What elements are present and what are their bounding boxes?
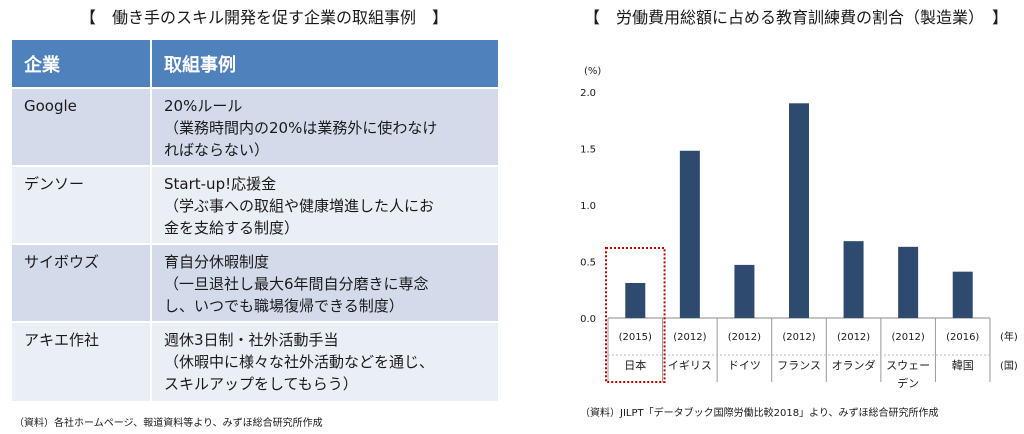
initiative-cell: 20%ルール （業務時間内の20%は業務外に使わなけ ればならない）: [151, 87, 498, 166]
initiative-cell: Start-up!応援金 （学ぶ事への取組や健康増進した人にお 金を支給する制度…: [151, 165, 498, 244]
initiative-line: （休暇中に様々な社外活動などを通じ、: [164, 353, 435, 371]
header-initiative: 取組事例: [151, 40, 498, 88]
y-tick-label: 0.5: [580, 258, 596, 269]
y-tick-label: 2.0: [580, 88, 596, 99]
initiative-line: 20%ルール: [164, 97, 243, 115]
company-cell: アキエ作社: [12, 321, 152, 401]
bar: [843, 241, 864, 318]
initiative-line: 育自分休暇制度: [164, 253, 270, 271]
y-tick-label: 0.0: [580, 314, 596, 325]
x-year-unit: (年): [1000, 330, 1018, 343]
x-country-label: オランダ: [832, 358, 876, 372]
bar: [952, 271, 973, 318]
company-cell: Google: [12, 87, 152, 166]
initiative-cell: 週休3日制・社外活動手当 （休暇中に様々な社外活動などを通じ、 スキルアップをし…: [151, 321, 498, 401]
highlight-box: [605, 246, 666, 383]
table-row: アキエ作社 週休3日制・社外活動手当 （休暇中に様々な社外活動などを通じ、 スキ…: [12, 321, 498, 401]
bar: [679, 150, 700, 318]
bar: [789, 103, 809, 318]
x-year-label: (2012): [782, 332, 815, 343]
initiative-line: （業務時間内の20%は業務外に使わなけ: [164, 119, 438, 137]
y-tick-label: 1.0: [580, 201, 596, 212]
table-row: デンソー Start-up!応援金 （学ぶ事への取組や健康増進した人にお 金を支…: [12, 165, 498, 244]
x-country-label: スウェー: [886, 359, 930, 372]
initiative-line: 金を支給する制度）: [164, 219, 300, 237]
company-cell: サイボウズ: [12, 243, 152, 322]
y-tick-label: 1.5: [580, 145, 596, 156]
chart-title: 【 労働費用総額に占める教育訓練費の割合（製造業） 】: [583, 8, 1008, 27]
x-country-label: 日本: [624, 358, 646, 372]
x-country-label: フランス: [777, 359, 821, 372]
x-year-label: (2015): [619, 332, 652, 343]
x-year-label: (2016): [946, 332, 979, 343]
bar: [625, 282, 646, 318]
table-title: 【 働き手のスキル開発を促す企業の取組事例 】: [79, 8, 448, 27]
x-country-unit: (国): [1000, 360, 1018, 372]
initiative-line: ればならない）: [164, 141, 270, 159]
chart-source-note: （資料）JILPT「データブック国際労働比較2018」より、みずほ総合研究所作成: [580, 408, 939, 419]
initiative-line: （一旦退社し最大6年間自分磨きに専念: [164, 275, 429, 293]
initiative-line: Start-up!応援金: [164, 175, 277, 193]
table-source-note: （資料）各社ホームページ、報道資料等より、みずほ総合研究所作成: [14, 418, 323, 429]
x-year-label: (2012): [728, 332, 761, 343]
bar-chart: (%) 0.0 0.5 1.0 1.5 2.0 (2015) 日本 (2012) イギリス (201…: [580, 66, 1018, 390]
y-axis-unit: (%): [584, 66, 601, 77]
x-country-label: デン: [897, 376, 919, 390]
bar: [734, 264, 755, 318]
initiative-line: し、いつでも職場復帰できる制度）: [164, 297, 404, 315]
initiative-line: 週休3日制・社外活動手当: [164, 331, 339, 349]
table-row: サイボウズ 育自分休暇制度 （一旦退社し最大6年間自分磨きに専念 し、いつでも職…: [12, 243, 498, 322]
x-country-label: ドイツ: [728, 359, 761, 372]
initiative-line: スキルアップをしてもらう）: [164, 375, 358, 393]
case-study-table: 企業 取組事例 Google 20%ルール （業務時間内の20%は業務外に使わな…: [12, 40, 498, 401]
header-company: 企業: [12, 40, 152, 88]
company-cell: デンソー: [12, 165, 152, 244]
initiative-cell: 育自分休暇制度 （一旦退社し最大6年間自分磨きに専念 し、いつでも職場復帰できる…: [151, 243, 498, 322]
x-year-label: (2012): [673, 332, 706, 343]
table-header-row: 企業 取組事例: [12, 40, 498, 88]
table-row: Google 20%ルール （業務時間内の20%は業務外に使わなけ ればならない…: [12, 87, 498, 166]
bar: [898, 246, 919, 318]
x-country-label: イギリス: [668, 359, 712, 372]
x-year-label: (2012): [837, 332, 870, 343]
x-country-label: 韓国: [952, 359, 974, 372]
initiative-line: （学ぶ事への取組や健康増進した人にお: [164, 197, 435, 215]
x-year-label: (2012): [892, 332, 925, 343]
